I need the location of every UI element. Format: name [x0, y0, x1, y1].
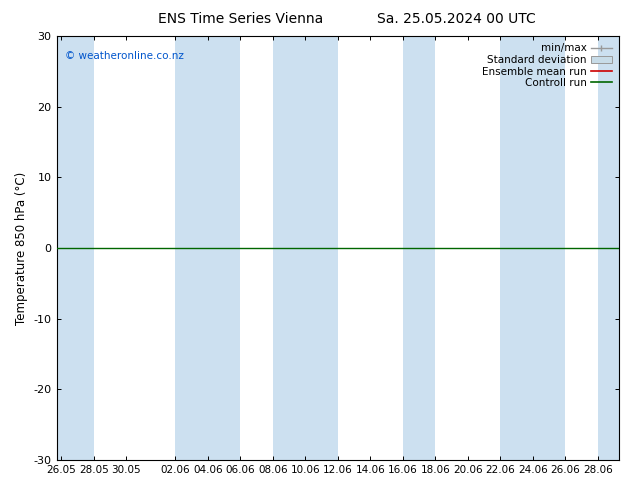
Bar — [500, 36, 566, 460]
Text: Sa. 25.05.2024 00 UTC: Sa. 25.05.2024 00 UTC — [377, 12, 536, 26]
Y-axis label: Temperature 850 hPa (°C): Temperature 850 hPa (°C) — [15, 172, 28, 325]
Bar — [403, 36, 436, 460]
Bar — [56, 36, 94, 460]
Bar — [598, 36, 619, 460]
Bar — [208, 36, 240, 460]
Bar — [175, 36, 208, 460]
Text: ENS Time Series Vienna: ENS Time Series Vienna — [158, 12, 323, 26]
Text: © weatheronline.co.nz: © weatheronline.co.nz — [65, 51, 184, 61]
Legend: min/max, Standard deviation, Ensemble mean run, Controll run: min/max, Standard deviation, Ensemble me… — [480, 41, 614, 90]
Bar — [273, 36, 338, 460]
